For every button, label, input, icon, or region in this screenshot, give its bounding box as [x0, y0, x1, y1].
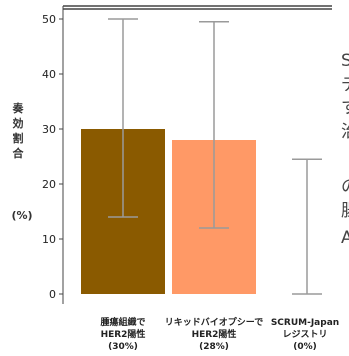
cropped-side-text: デ [341, 74, 349, 95]
x-category-label-line: レジストリ [282, 329, 327, 340]
cropped-side-text: 腸 [341, 201, 349, 221]
y-tick-label: 10 [42, 233, 56, 246]
y-axis-label-char: 効 [13, 116, 24, 130]
x-category-label-line: (30%) [108, 342, 138, 352]
y-tick-label: 30 [42, 123, 56, 136]
x-category-label-line: HER2陽性 [101, 328, 146, 340]
cropped-side-text: す [341, 98, 349, 118]
y-tick-label: 0 [49, 288, 56, 301]
cropped-side-text: S [341, 51, 349, 71]
cropped-side-text: の [341, 177, 349, 197]
y-axis-label-char: 合 [13, 146, 25, 160]
chart-frame [62, 5, 332, 304]
x-category-label-line: HER2陽性 [192, 328, 237, 340]
cropped-side-text: 治 [341, 122, 349, 142]
cropped-side-text-group: Sデす治の腸A [341, 51, 349, 248]
y-tick-label: 40 [42, 68, 56, 81]
bars-group [81, 129, 256, 294]
x-category-label-line: (28%) [199, 342, 229, 352]
y-axis-label-char: 割 [13, 131, 24, 145]
y-axis-label-char: 奏 [12, 101, 25, 115]
y-ticks-group: 0 10 20 30 40 50 [42, 13, 63, 301]
x-category-label-line: SCRUM-Japan [271, 318, 339, 328]
x-category-label-line: リキッドバイオプシーで [165, 316, 263, 328]
x-category-label-line: (0%) [293, 342, 317, 352]
y-tick-label: 20 [42, 178, 56, 191]
x-categories-group: 腫瘍組織でHER2陽性(30%)リキッドバイオプシーでHER2陽性(28%)SC… [100, 316, 339, 352]
cropped-side-text: A [341, 228, 349, 248]
error-bars-group [108, 18, 322, 295]
y-axis-unit: (%) [11, 209, 32, 222]
x-category-label-line: 腫瘍組織で [100, 316, 145, 328]
y-tick-label: 50 [42, 13, 56, 26]
